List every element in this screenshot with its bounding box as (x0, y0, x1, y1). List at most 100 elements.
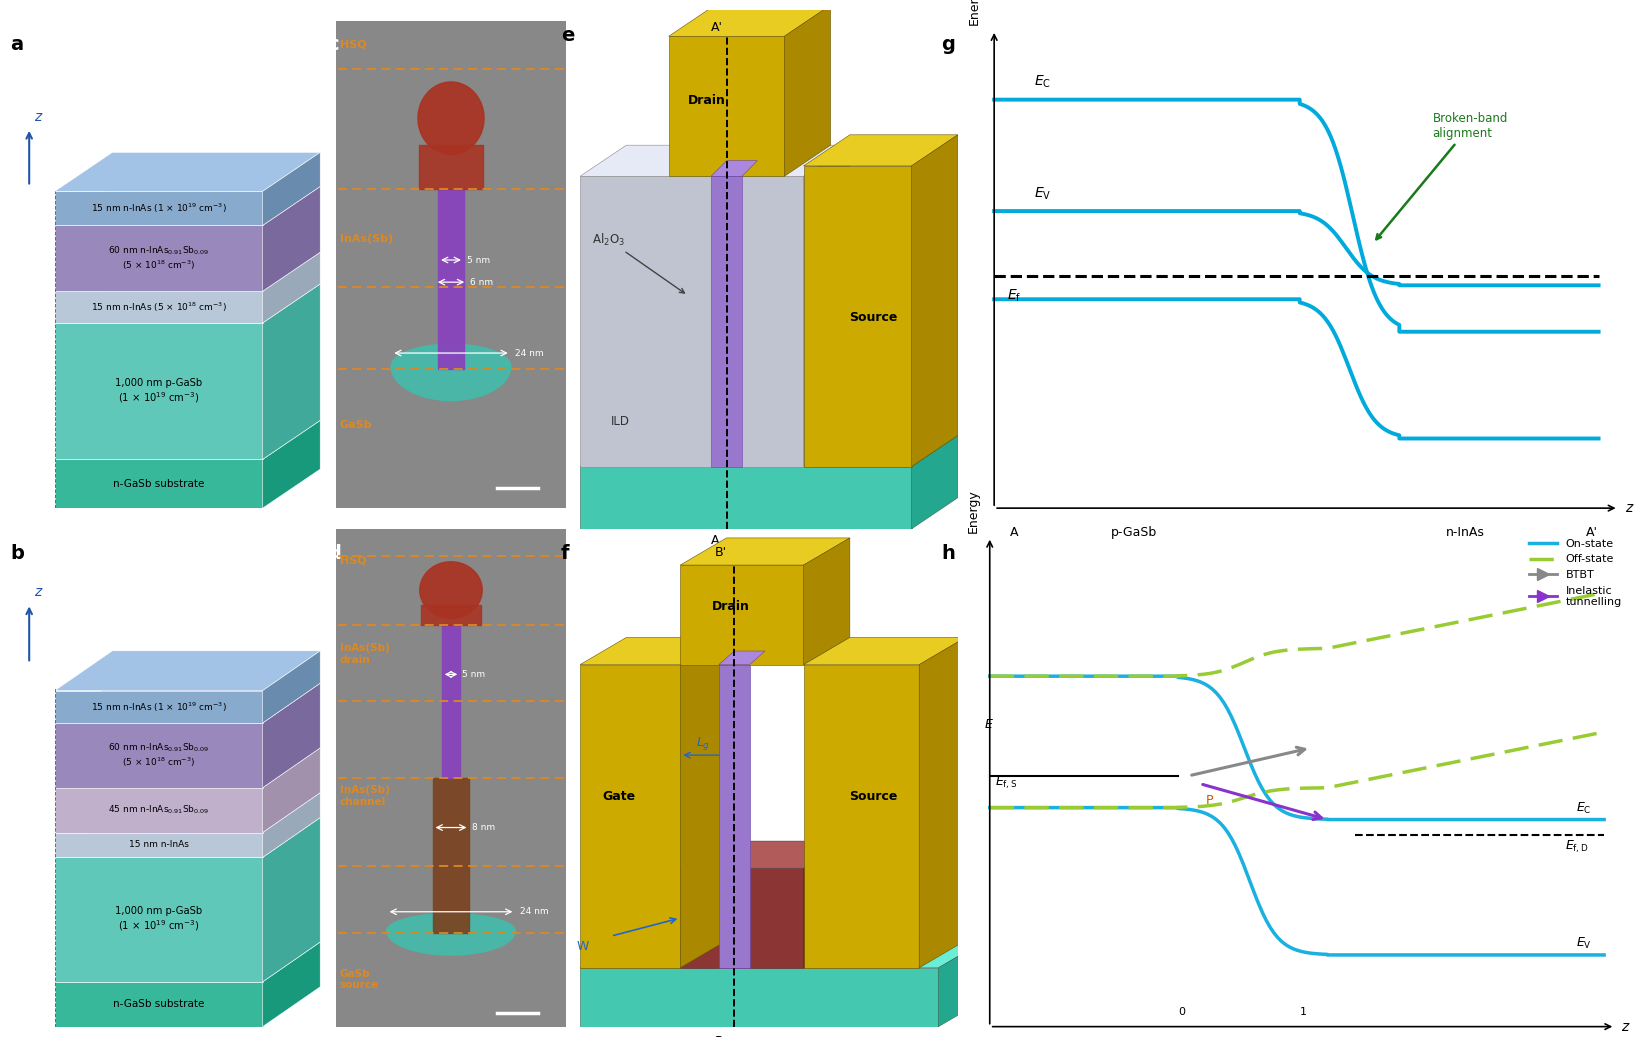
Polygon shape (803, 135, 957, 166)
Polygon shape (54, 683, 320, 723)
Polygon shape (420, 562, 482, 618)
Polygon shape (392, 344, 510, 366)
Text: g: g (941, 35, 954, 54)
Legend: On-state, Off-state, BTBT, Inelastic
tunnelling: On-state, Off-state, BTBT, Inelastic tun… (1524, 534, 1626, 612)
Polygon shape (911, 436, 957, 529)
Polygon shape (918, 638, 965, 968)
Polygon shape (54, 420, 320, 459)
Polygon shape (680, 841, 849, 868)
Text: W: W (575, 940, 588, 953)
Polygon shape (54, 792, 320, 833)
Polygon shape (711, 176, 741, 467)
Text: 0: 0 (1177, 1007, 1185, 1016)
Polygon shape (803, 665, 918, 968)
Text: $E_\mathrm{f}$: $E_\mathrm{f}$ (1006, 287, 1021, 304)
Text: HSQ: HSQ (339, 556, 365, 565)
Text: h: h (941, 543, 954, 563)
Text: 15 nm n-InAs (5 × 10$^{18}$ cm$^{-3}$): 15 nm n-InAs (5 × 10$^{18}$ cm$^{-3}$) (90, 301, 226, 314)
Text: P: P (1205, 793, 1213, 807)
Polygon shape (580, 467, 911, 529)
Polygon shape (54, 152, 320, 191)
Text: A: A (1010, 526, 1018, 539)
Text: A': A' (711, 21, 723, 34)
Polygon shape (262, 683, 320, 788)
Text: GaSb: GaSb (339, 420, 372, 430)
Text: HSQ: HSQ (339, 39, 365, 50)
Polygon shape (262, 942, 320, 1027)
Polygon shape (262, 420, 320, 508)
Text: $E_\mathrm{C}$: $E_\mathrm{C}$ (1033, 74, 1051, 90)
Polygon shape (580, 638, 726, 665)
Text: InAs(Sb): InAs(Sb) (339, 234, 393, 245)
Polygon shape (718, 651, 764, 665)
Polygon shape (680, 868, 803, 968)
Polygon shape (803, 638, 965, 665)
Text: $E_{\mathrm{f,S}}$: $E_{\mathrm{f,S}}$ (995, 775, 1018, 791)
Text: B': B' (715, 546, 726, 559)
Text: Energy: Energy (967, 0, 980, 25)
Polygon shape (54, 252, 320, 291)
Polygon shape (54, 748, 320, 788)
Polygon shape (54, 323, 262, 459)
Text: z: z (1619, 1019, 1628, 1034)
Text: 5 nm: 5 nm (467, 255, 490, 264)
Polygon shape (262, 651, 320, 723)
Polygon shape (262, 187, 320, 291)
Text: 24 nm: 24 nm (520, 907, 547, 917)
Polygon shape (580, 968, 938, 1027)
Polygon shape (54, 691, 262, 723)
Polygon shape (580, 176, 803, 467)
Text: Drain: Drain (711, 600, 749, 613)
Polygon shape (54, 651, 320, 691)
Polygon shape (262, 748, 320, 833)
Polygon shape (54, 982, 262, 1027)
Polygon shape (580, 941, 983, 968)
Polygon shape (54, 833, 262, 858)
Text: $E_\mathrm{V}$: $E_\mathrm{V}$ (1033, 186, 1051, 201)
Polygon shape (387, 931, 515, 955)
Polygon shape (262, 817, 320, 982)
Polygon shape (680, 565, 803, 665)
Text: n-InAs: n-InAs (1446, 526, 1485, 539)
Polygon shape (262, 152, 320, 225)
Text: A: A (711, 534, 720, 548)
Polygon shape (669, 36, 783, 176)
Text: ILD: ILD (610, 415, 629, 428)
Polygon shape (911, 135, 957, 467)
Text: InAs(Sb)
channel: InAs(Sb) channel (339, 785, 390, 807)
Text: 60 nm n-InAs$_{0.91}$Sb$_{0.09}$
(5 × 10$^{18}$ cm$^{-3}$): 60 nm n-InAs$_{0.91}$Sb$_{0.09}$ (5 × 10… (108, 245, 210, 273)
Text: A': A' (1585, 526, 1596, 539)
Text: 15 nm n-InAs (1 × 10$^{19}$ cm$^{-3}$): 15 nm n-InAs (1 × 10$^{19}$ cm$^{-3}$) (90, 700, 226, 713)
Text: Gate: Gate (602, 790, 634, 804)
Text: $E_\mathrm{V}$: $E_\mathrm{V}$ (1575, 936, 1591, 951)
Polygon shape (387, 914, 515, 931)
Text: n-GaSb substrate: n-GaSb substrate (113, 479, 205, 488)
Text: 6 nm: 6 nm (470, 278, 493, 286)
Text: 45 nm n-InAs$_{0.91}$Sb$_{0.09}$: 45 nm n-InAs$_{0.91}$Sb$_{0.09}$ (108, 804, 210, 816)
Polygon shape (54, 723, 262, 788)
Polygon shape (680, 538, 849, 565)
Text: $L_g$: $L_g$ (695, 735, 710, 752)
Text: b: b (10, 543, 25, 563)
Text: f: f (561, 543, 569, 563)
Text: Broken-band
alignment: Broken-band alignment (1375, 112, 1506, 240)
Polygon shape (938, 941, 983, 1027)
Polygon shape (262, 284, 320, 459)
Text: $E_\mathrm{C}$: $E_\mathrm{C}$ (1575, 801, 1591, 816)
Polygon shape (803, 841, 849, 968)
Polygon shape (262, 792, 320, 858)
Text: 1,000 nm p-GaSb
(1 × 10$^{19}$ cm$^{-3}$): 1,000 nm p-GaSb (1 × 10$^{19}$ cm$^{-3}$… (115, 377, 202, 404)
Text: Source: Source (849, 790, 897, 804)
Text: Drain: Drain (688, 93, 726, 107)
Text: 60 nm n-InAs$_{0.91}$Sb$_{0.09}$
(5 × 10$^{18}$ cm$^{-3}$): 60 nm n-InAs$_{0.91}$Sb$_{0.09}$ (5 × 10… (108, 741, 210, 769)
Text: z: z (34, 110, 41, 123)
Text: 8 nm: 8 nm (472, 823, 495, 832)
Polygon shape (669, 5, 829, 36)
Text: GaSb
source: GaSb source (339, 969, 379, 990)
Text: c: c (326, 35, 338, 54)
Polygon shape (54, 187, 320, 225)
Polygon shape (718, 665, 749, 968)
Text: Al$_2$O$_3$: Al$_2$O$_3$ (592, 231, 683, 293)
Text: n-GaSb substrate: n-GaSb substrate (113, 1000, 205, 1009)
Polygon shape (54, 788, 262, 833)
